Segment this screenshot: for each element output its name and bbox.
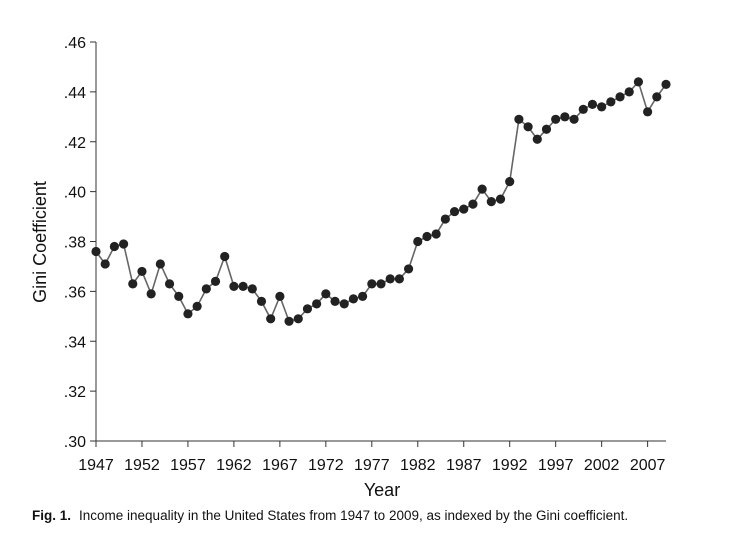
data-point bbox=[210, 276, 221, 286]
data-point bbox=[606, 97, 616, 107]
data-point bbox=[578, 104, 588, 114]
y-tick-label: .30 bbox=[64, 434, 86, 451]
data-point bbox=[137, 266, 147, 277]
data-point bbox=[459, 204, 469, 214]
data-point bbox=[128, 279, 138, 289]
data-point bbox=[477, 184, 487, 194]
data-point bbox=[238, 281, 248, 291]
y-tick-label: .34 bbox=[64, 334, 86, 351]
data-point bbox=[330, 296, 340, 306]
x-tick-label: 1947 bbox=[78, 457, 114, 474]
data-point bbox=[624, 87, 634, 97]
data-point bbox=[468, 199, 478, 209]
x-tick-label: 1982 bbox=[400, 457, 436, 474]
data-point bbox=[422, 231, 432, 242]
data-point bbox=[109, 241, 119, 252]
y-tick-label: .38 bbox=[64, 235, 86, 252]
y-tick-label: .44 bbox=[64, 85, 86, 102]
data-point bbox=[302, 304, 313, 314]
x-tick-label: 1952 bbox=[124, 457, 160, 474]
data-point bbox=[201, 284, 211, 294]
data-point bbox=[532, 134, 542, 144]
gini-line-chart: .30 .32 .34 .36 .38 .40 .42 .44 .46 1947 1952 1957… bbox=[30, 35, 671, 500]
series-layer bbox=[91, 77, 671, 326]
data-point bbox=[220, 251, 230, 262]
data-point bbox=[541, 124, 552, 134]
data-point bbox=[587, 99, 598, 109]
data-point bbox=[449, 206, 460, 217]
y-tick-label: .46 bbox=[64, 35, 86, 52]
figure-label: Fig. 1. bbox=[32, 508, 72, 523]
data-point bbox=[192, 301, 202, 311]
y-tick-label: .42 bbox=[64, 135, 86, 152]
data-point bbox=[514, 114, 524, 124]
data-point bbox=[376, 279, 386, 289]
data-point bbox=[247, 284, 257, 294]
figure-caption: Fig. 1. Income inequality in the United S… bbox=[32, 508, 628, 523]
data-point bbox=[256, 296, 267, 306]
y-tick-label: .40 bbox=[64, 185, 86, 202]
data-point bbox=[284, 316, 294, 326]
y-tick-label: .36 bbox=[64, 284, 86, 301]
x-tick-label: 1992 bbox=[492, 457, 528, 474]
figure-caption-text: Income inequality in the United States f… bbox=[79, 508, 629, 523]
x-axis: 1947 1952 1957 1962 1967 1972 1977 1982 1987 1992… bbox=[78, 440, 666, 474]
data-point bbox=[339, 299, 349, 309]
data-point bbox=[312, 299, 322, 309]
data-point bbox=[652, 92, 662, 102]
data-point bbox=[146, 289, 156, 299]
data-point bbox=[118, 239, 129, 249]
data-point bbox=[486, 197, 496, 207]
y-axis-title: Gini Coefficient bbox=[30, 181, 50, 303]
x-tick-label: 2007 bbox=[630, 457, 666, 474]
data-point bbox=[229, 281, 239, 291]
data-point bbox=[174, 291, 184, 301]
data-point bbox=[615, 92, 625, 102]
data-point bbox=[431, 229, 441, 239]
x-tick-label: 1962 bbox=[216, 457, 252, 474]
data-point bbox=[358, 291, 368, 301]
data-point bbox=[505, 177, 515, 187]
data-point bbox=[633, 77, 644, 87]
x-tick-label: 1977 bbox=[354, 457, 390, 474]
data-point bbox=[348, 294, 359, 304]
data-point bbox=[597, 102, 607, 112]
data-point bbox=[183, 309, 193, 319]
y-tick-label: .32 bbox=[64, 384, 86, 401]
data-point bbox=[569, 114, 579, 124]
data-point bbox=[413, 236, 423, 247]
data-point bbox=[100, 259, 110, 269]
data-point bbox=[275, 291, 285, 301]
data-point bbox=[367, 279, 377, 289]
x-tick-label: 2002 bbox=[584, 457, 620, 474]
data-point bbox=[321, 289, 331, 299]
x-axis-title: Year bbox=[364, 480, 400, 500]
data-point bbox=[155, 259, 165, 269]
data-point bbox=[523, 122, 533, 132]
data-point bbox=[266, 314, 276, 324]
data-point bbox=[293, 314, 303, 324]
data-point bbox=[661, 79, 671, 89]
data-point bbox=[164, 279, 175, 289]
data-point bbox=[560, 112, 570, 122]
data-point bbox=[394, 274, 404, 284]
data-point bbox=[91, 246, 101, 257]
data-point bbox=[643, 107, 653, 117]
x-tick-label: 1987 bbox=[446, 457, 482, 474]
data-point bbox=[403, 264, 414, 274]
y-axis: .30 .32 .34 .36 .38 .40 .42 .44 .46 bbox=[64, 35, 97, 451]
data-point bbox=[495, 194, 506, 204]
x-tick-label: 1997 bbox=[538, 457, 574, 474]
data-point bbox=[440, 214, 450, 224]
data-point bbox=[385, 274, 395, 284]
x-tick-label: 1967 bbox=[262, 457, 298, 474]
data-point bbox=[551, 114, 561, 124]
x-tick-label: 1972 bbox=[308, 457, 344, 474]
x-tick-label: 1957 bbox=[170, 457, 206, 474]
